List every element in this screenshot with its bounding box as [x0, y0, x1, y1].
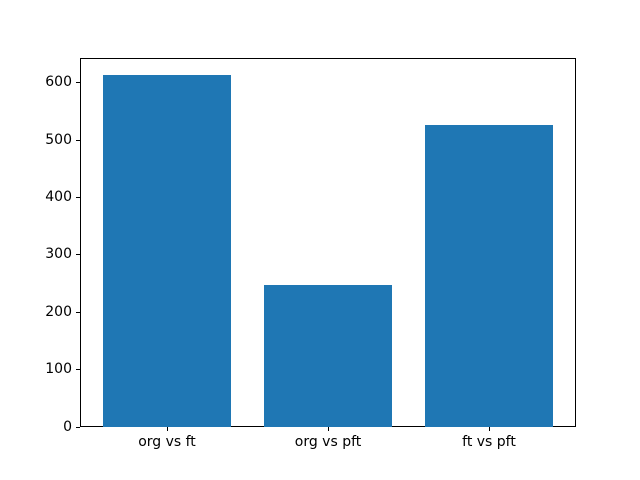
- y-axis-tick-label: 100: [45, 361, 72, 378]
- bar-ft-vs-pft: [424, 124, 554, 428]
- y-axis-tick-mark: [76, 82, 80, 84]
- y-axis-tick-label: 500: [45, 131, 72, 148]
- y-axis-tick-mark: [76, 426, 80, 428]
- y-axis-tick-mark: [76, 139, 80, 141]
- y-axis-tick-label: 300: [45, 246, 72, 263]
- x-axis-tick-mark: [488, 427, 490, 432]
- x-axis-tick-label: org vs ft: [138, 434, 196, 451]
- y-axis-tick-mark: [76, 197, 80, 198]
- x-axis-tick-mark: [166, 427, 168, 432]
- bar-org-vs-pft: [263, 285, 393, 428]
- y-axis-tick-label: 600: [45, 74, 72, 91]
- y-axis-tick-mark: [76, 369, 80, 371]
- bar-org-vs-ft: [102, 75, 232, 428]
- y-axis-tick-label: 0: [63, 418, 72, 435]
- y-axis-tick-mark: [76, 254, 80, 256]
- x-axis-tick-label: ft vs pft: [462, 434, 516, 451]
- y-axis-tick-label: 400: [45, 189, 72, 205]
- x-axis-tick-mark: [327, 427, 329, 432]
- y-axis-tick-mark: [76, 311, 80, 313]
- y-axis-tick-label: 200: [45, 303, 72, 320]
- x-axis-tick-label: org vs pft: [294, 434, 362, 451]
